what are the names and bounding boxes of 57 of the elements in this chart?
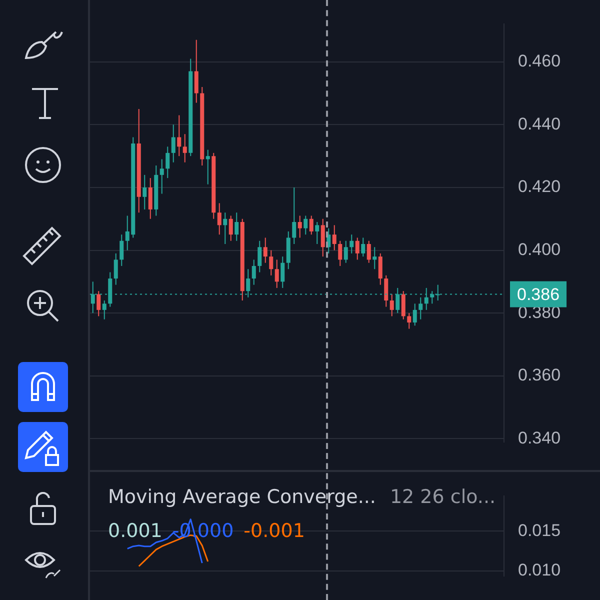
candlestick bbox=[280, 256, 285, 288]
candlestick bbox=[148, 178, 152, 220]
candlestick bbox=[344, 240, 348, 264]
y-tick-label: 0.420 bbox=[518, 177, 561, 196]
chart-title: Moving Average Converge... bbox=[108, 486, 376, 508]
candlestick bbox=[177, 114, 182, 157]
y-tick-label: 0.340 bbox=[518, 428, 561, 448]
candlestick bbox=[206, 149, 210, 185]
candlestick bbox=[194, 39, 198, 104]
candlestick bbox=[166, 146, 170, 179]
candlestick bbox=[234, 212, 239, 242]
candlestick bbox=[269, 250, 274, 276]
candlestick bbox=[418, 296, 423, 320]
candlestick bbox=[361, 237, 366, 258]
y-tick-label: 0.460 bbox=[518, 52, 561, 71]
chart-subtitle: 12 26 clo... bbox=[390, 486, 496, 508]
candlestick bbox=[217, 202, 222, 236]
candlestick bbox=[315, 222, 320, 244]
y-tick-label: 0.360 bbox=[518, 366, 561, 385]
candlestick bbox=[252, 259, 256, 286]
candlestick bbox=[120, 234, 124, 266]
annotation: -0.001 bbox=[244, 520, 305, 542]
candlestick bbox=[274, 259, 279, 288]
candlestick bbox=[372, 246, 377, 270]
candlestick bbox=[182, 134, 187, 163]
candlestick bbox=[228, 215, 233, 242]
candlestick bbox=[263, 237, 268, 264]
candlestick bbox=[390, 294, 394, 317]
ref-line-label: 0.386 bbox=[517, 284, 560, 304]
candlestick bbox=[338, 240, 342, 266]
candlestick bbox=[378, 252, 382, 286]
candlestick bbox=[114, 252, 118, 286]
candlestick bbox=[142, 174, 147, 210]
candlestick bbox=[292, 186, 296, 244]
candlestick bbox=[366, 240, 371, 264]
y-tick-label: 0.440 bbox=[518, 114, 561, 134]
y-tick-label: 0.010 bbox=[518, 560, 561, 580]
candlestick bbox=[160, 158, 164, 194]
candlestick bbox=[96, 290, 101, 317]
candlestick bbox=[384, 274, 388, 308]
y-tick-label: 0.400 bbox=[518, 240, 561, 259]
candlestick bbox=[332, 224, 336, 251]
y-tick-label: 0.015 bbox=[518, 520, 561, 540]
candlestick bbox=[401, 290, 406, 320]
candlestick bbox=[304, 215, 308, 236]
candlestick bbox=[350, 234, 354, 254]
candlestick bbox=[309, 215, 314, 236]
candlestick bbox=[355, 237, 360, 260]
annotation: 0.001 bbox=[108, 520, 162, 542]
candlestick bbox=[171, 124, 176, 163]
candlestick bbox=[298, 215, 302, 238]
candlestick bbox=[320, 218, 325, 258]
candlestick bbox=[102, 300, 106, 320]
candlestick bbox=[412, 303, 417, 326]
candlestick bbox=[223, 212, 228, 244]
candlestick bbox=[258, 240, 262, 273]
candlestick bbox=[407, 312, 412, 330]
